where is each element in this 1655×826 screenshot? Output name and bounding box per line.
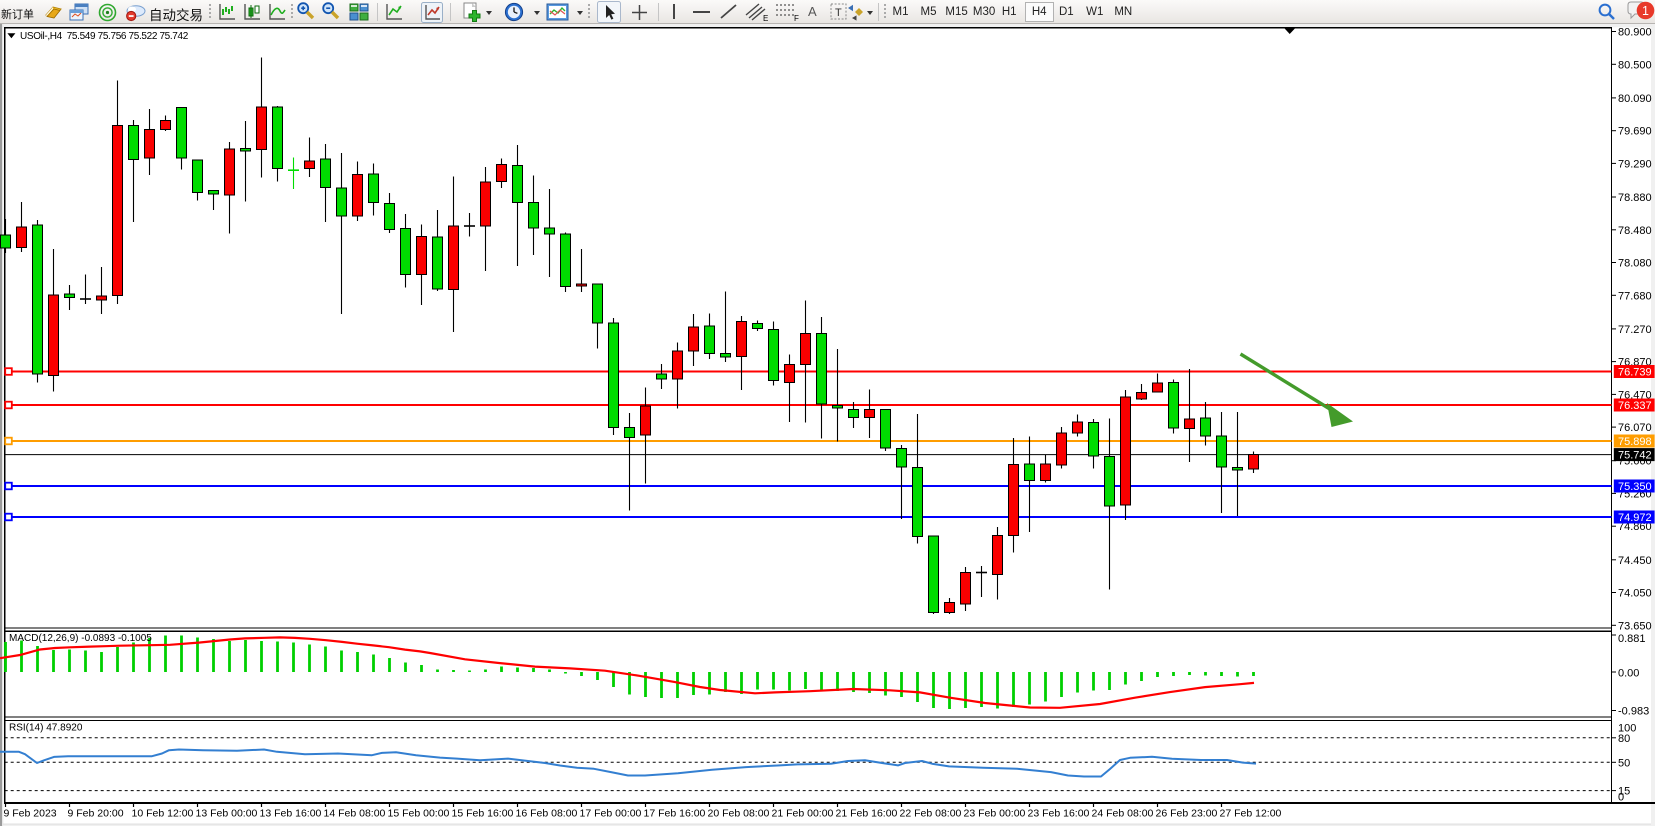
svg-text:79.290: 79.290 xyxy=(1618,158,1652,170)
svg-text:50: 50 xyxy=(1618,758,1630,770)
svg-text:E: E xyxy=(763,14,768,22)
svg-text:0: 0 xyxy=(1618,792,1624,804)
svg-text:15 Feb 00:00: 15 Feb 00:00 xyxy=(388,807,450,819)
svg-text:76.470: 76.470 xyxy=(1618,389,1652,401)
svg-text:RSI(14) 47.8920: RSI(14) 47.8920 xyxy=(9,723,83,734)
svg-text:22 Feb 08:00: 22 Feb 08:00 xyxy=(900,807,962,819)
svg-text:15: 15 xyxy=(1618,786,1630,798)
svg-text:0.00: 0.00 xyxy=(1618,668,1639,680)
svg-text:100: 100 xyxy=(1618,723,1636,735)
svg-text:74.050: 74.050 xyxy=(1618,588,1652,600)
svg-text:26 Feb 23:00: 26 Feb 23:00 xyxy=(1156,807,1218,819)
svg-text:74.972: 74.972 xyxy=(1618,512,1652,524)
svg-text:76.739: 76.739 xyxy=(1618,367,1652,379)
svg-text:10 Feb 12:00: 10 Feb 12:00 xyxy=(132,807,194,819)
svg-text:74.860: 74.860 xyxy=(1618,521,1652,533)
svg-text:78.480: 78.480 xyxy=(1618,225,1652,237)
svg-text:79.690: 79.690 xyxy=(1618,126,1652,138)
svg-text:77.680: 77.680 xyxy=(1618,290,1652,302)
svg-text:13 Feb 16:00: 13 Feb 16:00 xyxy=(260,807,322,819)
svg-text:27 Feb 12:00: 27 Feb 12:00 xyxy=(1220,807,1282,819)
svg-text:1: 1 xyxy=(1642,4,1649,18)
svg-text:23 Feb 16:00: 23 Feb 16:00 xyxy=(1028,807,1090,819)
svg-text:73.650: 73.650 xyxy=(1618,620,1652,632)
svg-text:80: 80 xyxy=(1618,733,1630,745)
svg-text:F: F xyxy=(794,14,799,22)
svg-text:21 Feb 00:00: 21 Feb 00:00 xyxy=(772,807,834,819)
svg-text:80.500: 80.500 xyxy=(1618,59,1652,71)
svg-text:16 Feb 08:00: 16 Feb 08:00 xyxy=(516,807,578,819)
svg-text:9 Feb 20:00: 9 Feb 20:00 xyxy=(68,807,124,819)
svg-text:14 Feb 08:00: 14 Feb 08:00 xyxy=(324,807,386,819)
svg-text:USOil-,H4 75.549 75.756 75.52: USOil-,H4 75.549 75.756 75.522 75.742 xyxy=(20,31,189,42)
svg-text:15 Feb 16:00: 15 Feb 16:00 xyxy=(452,807,514,819)
svg-text:75.742: 75.742 xyxy=(1618,450,1652,462)
svg-text:9 Feb 2023: 9 Feb 2023 xyxy=(4,807,57,819)
svg-text:24 Feb 08:00: 24 Feb 08:00 xyxy=(1092,807,1154,819)
svg-text:17 Feb 16:00: 17 Feb 16:00 xyxy=(644,807,706,819)
svg-text:-0.983: -0.983 xyxy=(1618,706,1649,718)
svg-text:77.270: 77.270 xyxy=(1618,324,1652,336)
svg-text:80.900: 80.900 xyxy=(1618,27,1652,39)
svg-text:17 Feb 00:00: 17 Feb 00:00 xyxy=(580,807,642,819)
svg-text:74.450: 74.450 xyxy=(1618,555,1652,567)
svg-text:76.070: 76.070 xyxy=(1618,422,1652,434)
svg-text:13 Feb 00:00: 13 Feb 00:00 xyxy=(196,807,258,819)
svg-text:23 Feb 00:00: 23 Feb 00:00 xyxy=(964,807,1026,819)
svg-text:T: T xyxy=(835,7,842,19)
svg-text:78.880: 78.880 xyxy=(1618,192,1652,204)
svg-text:21 Feb 16:00: 21 Feb 16:00 xyxy=(836,807,898,819)
svg-text:75.898: 75.898 xyxy=(1618,436,1652,448)
svg-text:MACD(12,26,9) -0.0893 -0.1005: MACD(12,26,9) -0.0893 -0.1005 xyxy=(9,633,152,644)
svg-text:20 Feb 08:00: 20 Feb 08:00 xyxy=(708,807,770,819)
svg-text:78.080: 78.080 xyxy=(1618,258,1652,270)
svg-text:0.881: 0.881 xyxy=(1618,633,1646,645)
svg-text:76.337: 76.337 xyxy=(1618,400,1652,412)
svg-text:75.350: 75.350 xyxy=(1618,481,1652,493)
svg-text:80.090: 80.090 xyxy=(1618,93,1652,105)
